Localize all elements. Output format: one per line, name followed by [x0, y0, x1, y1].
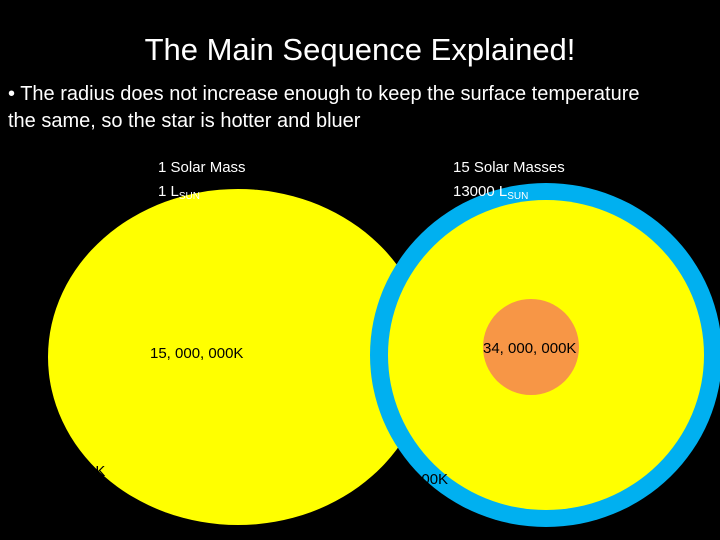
bullet-line: • The radius does not increase enough to…: [8, 83, 640, 105]
bullet-marker: •: [8, 83, 15, 105]
left-luminosity: 1 LSUN: [158, 183, 200, 202]
left-core-temp: 15, 000, 000K: [150, 345, 243, 362]
right-mass: 15 Solar Masses: [453, 159, 565, 176]
right-luminosity: 13000 LSUN: [453, 183, 528, 202]
subscript: SUN: [179, 191, 200, 202]
subscript: SUN: [507, 191, 528, 202]
bullet-text: The radius does not increase enough to k…: [20, 83, 639, 105]
bullet-line: the same, so the star is hotter and blue…: [8, 110, 361, 132]
large-star-core: [483, 299, 579, 395]
luminosity: 13000 L: [453, 183, 507, 200]
left-surface-temp: 6000K: [62, 463, 105, 480]
right-surface-temp: 35, 000K: [388, 471, 448, 488]
small-star: [48, 189, 428, 525]
right-core-temp: 34, 000, 000K: [483, 340, 576, 357]
left-mass: 1 Solar Mass: [158, 159, 246, 176]
title: The Main Sequence Explained!: [145, 32, 576, 67]
luminosity: 1 L: [158, 183, 179, 200]
